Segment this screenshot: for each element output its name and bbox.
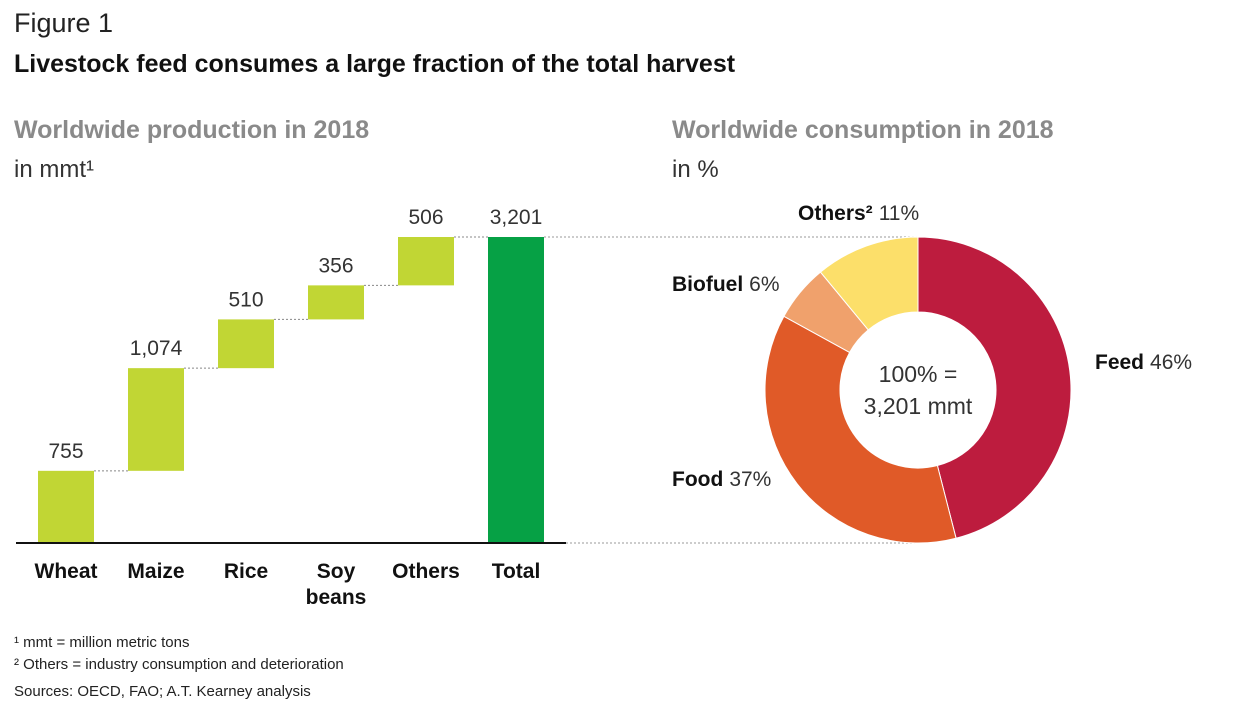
waterfall-value-label-2: 1,074 <box>130 337 183 360</box>
waterfall-bar-3 <box>218 319 274 369</box>
waterfall-value-label-5: 506 <box>408 206 443 229</box>
donut-label-name: Food <box>672 468 723 491</box>
waterfall-category-label-1-line-1: Wheat <box>35 560 98 583</box>
waterfall-bar-2 <box>128 368 184 471</box>
consumption-chart-title: Worldwide consumption in 2018 <box>672 116 1054 144</box>
sources-note: Sources: OECD, FAO; A.T. Kearney analysi… <box>14 683 311 700</box>
production-chart-title: Worldwide production in 2018 <box>14 116 370 144</box>
waterfall-bar-4 <box>308 285 364 320</box>
donut-label-percent: 11% <box>879 202 919 225</box>
waterfall-chart: 755 Wheat 1,074 Maize 510 Rice 356 Soy beans 506 O… <box>16 206 918 609</box>
donut-label-biofuel: Biofuel 6% <box>672 273 780 296</box>
waterfall-category-label-4-line-2: beans <box>306 586 367 609</box>
waterfall-category-label-4-line-1: Soy <box>317 560 356 583</box>
donut-label-percent: 46% <box>1150 351 1192 374</box>
footnote-mmt: ¹ mmt = million metric tons <box>14 634 190 651</box>
waterfall-value-label-1: 755 <box>48 440 83 463</box>
donut-chart: Feed 46% Food 37% Biofuel 6% Others² 11% <box>672 202 1192 544</box>
waterfall-category-label-2-line-1: Maize <box>127 560 184 583</box>
donut-label-others: Others² 11% <box>798 202 919 225</box>
waterfall-category-label-3-line-1: Rice <box>224 560 268 583</box>
waterfall-value-label-4: 356 <box>318 254 353 277</box>
donut-slice-food <box>764 315 957 544</box>
figure-title: Livestock feed consumes a large fraction… <box>14 50 736 78</box>
production-chart-unit: in mmt¹ <box>14 156 94 183</box>
donut-label-feed: Feed 46% <box>1095 351 1192 374</box>
waterfall-bar-6 <box>488 237 544 543</box>
footnote-others: ² Others = industry consumption and dete… <box>14 656 344 673</box>
donut-label-name: Feed <box>1095 351 1144 374</box>
waterfall-category-label-5-line-1: Others <box>392 560 460 583</box>
donut-center-total-line1: 100% = <box>879 361 958 387</box>
donut-slice-others <box>819 236 919 331</box>
donut-label-food: Food 37% <box>672 468 771 491</box>
waterfall-bar-1 <box>38 470 94 543</box>
waterfall-bar-5 <box>398 237 454 286</box>
donut-label-name: Biofuel <box>672 273 743 296</box>
donut-label-name: Others² <box>798 202 873 225</box>
waterfall-value-label-6: 3,201 <box>490 206 543 229</box>
figure-label: Figure 1 <box>14 8 114 38</box>
waterfall-value-label-3: 510 <box>228 288 263 311</box>
waterfall-category-label-6-line-1: Total <box>492 560 541 583</box>
donut-label-percent: 6% <box>749 273 779 296</box>
donut-label-percent: 37% <box>729 468 771 491</box>
donut-slice-feed <box>917 236 1072 539</box>
consumption-chart-unit: in % <box>672 156 719 183</box>
donut-center-total-line2: 3,201 mmt <box>864 393 973 419</box>
